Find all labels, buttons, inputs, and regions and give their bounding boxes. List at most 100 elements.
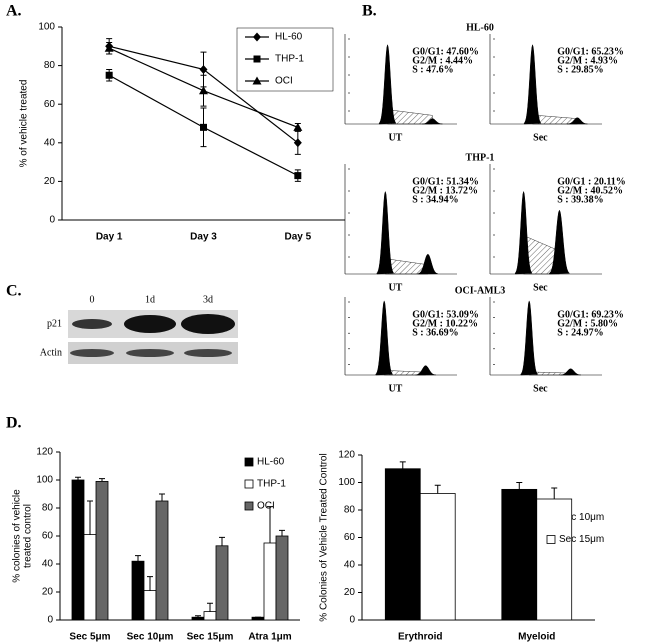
panel-label: A.	[6, 3, 22, 20]
y-tick-label: 20	[344, 587, 356, 598]
x-tick-label: Day 3	[190, 232, 217, 243]
bar	[203, 611, 217, 621]
marker	[199, 64, 208, 74]
panel-label: C.	[6, 283, 22, 300]
error-bar	[279, 529, 285, 536]
y-tick-label: 100	[38, 22, 55, 33]
flow-peak	[415, 365, 436, 376]
error-bar	[267, 506, 273, 543]
flow-stat: S : 36.69%	[412, 327, 458, 338]
marker	[253, 55, 261, 63]
x-tick-label: Myeloid	[518, 632, 555, 643]
y-tick-label: 20	[42, 587, 54, 598]
y-tick-label: 0	[349, 615, 355, 626]
error-bar	[399, 461, 406, 469]
lane-label: 3d	[203, 294, 213, 305]
y-tick-label: 100	[36, 475, 53, 486]
error-bar	[434, 484, 441, 494]
marker	[294, 172, 302, 180]
legend-label: HL-60	[275, 32, 303, 43]
y-tick-label: 40	[42, 559, 54, 570]
flow-stat: S : 24.97%	[557, 327, 603, 338]
blot-band	[181, 314, 235, 334]
legend-label: THP-1	[257, 479, 286, 490]
marker	[200, 123, 207, 131]
bar	[143, 590, 157, 621]
flow-stat: S : 29.85%	[557, 64, 603, 75]
flow-peak	[375, 300, 394, 376]
flow-title: OCI-AML3	[455, 285, 506, 296]
bar	[263, 542, 277, 621]
marker	[253, 32, 261, 42]
flow-peak	[514, 190, 533, 275]
lane-label: 0	[90, 294, 95, 305]
y-tick-label: 60	[42, 531, 54, 542]
y-axis-label: % colonies of vehicle	[12, 489, 23, 583]
x-tick-label: Erythroid	[398, 632, 442, 643]
flow-peak	[422, 118, 443, 125]
bar	[95, 480, 109, 621]
blot-band	[124, 315, 176, 333]
legend-swatch	[546, 535, 556, 544]
flow-condition: UT	[388, 282, 402, 293]
flow-stat: S : 47.6%	[412, 64, 453, 75]
x-tick-label: Sec 10μm	[127, 632, 174, 643]
y-tick-label: 20	[44, 176, 56, 187]
y-tick-label: 80	[42, 503, 54, 514]
flow-peak	[523, 43, 542, 125]
y-tick-label: 120	[36, 447, 53, 458]
marker	[293, 138, 302, 148]
blot-band	[184, 349, 232, 357]
y-axis-label: % Colonies of Vehicle Treated Control	[319, 453, 330, 621]
flow-stat: S : 39.38%	[557, 194, 603, 205]
panel-label: D.	[6, 415, 22, 432]
y-axis-label: treated control	[23, 504, 34, 568]
bar	[275, 535, 289, 621]
bar	[71, 479, 85, 621]
y-tick-label: 100	[338, 477, 355, 488]
error-bar	[75, 476, 81, 480]
bar	[191, 616, 205, 621]
flow-condition: Sec	[533, 132, 548, 143]
legend-label: Sec 15μm	[559, 534, 604, 545]
legend-swatch	[244, 479, 254, 489]
x-tick-label: Atra 1μm	[248, 632, 291, 643]
flow-stat: G0/G1: 51.34%	[412, 176, 479, 187]
protein-label: p21	[47, 318, 62, 329]
bar	[155, 500, 169, 621]
flow-stat: G0/G1: 69.23%	[557, 309, 624, 320]
y-tick-label: 0	[49, 215, 55, 226]
bar	[215, 545, 229, 621]
bar	[83, 534, 97, 621]
flow-stat: G2/M : 4.44%	[412, 55, 473, 66]
flow-stat: S : 34.94%	[412, 194, 458, 205]
error-bar	[135, 555, 141, 562]
x-tick-label: Sec 5μm	[69, 632, 110, 643]
error-bar	[99, 478, 105, 482]
flow-stat: G2/M : 13.72%	[412, 185, 478, 196]
flow-stat: G2/M : 4.93%	[557, 55, 618, 66]
flow-title: HL-60	[466, 22, 494, 33]
bar	[419, 493, 456, 621]
bar	[501, 488, 538, 621]
flow-peak	[560, 368, 581, 376]
flow-condition: Sec	[533, 282, 548, 293]
legend-label: OCI	[275, 76, 293, 87]
x-tick-label: Sec 15μm	[187, 632, 234, 643]
blot-band	[126, 349, 174, 357]
legend-swatch	[244, 501, 254, 511]
y-tick-label: 60	[344, 532, 356, 543]
flow-peak	[376, 190, 395, 275]
flow-stat: G2/M : 10.22%	[412, 318, 478, 329]
legend-swatch	[244, 457, 254, 467]
legend-label: THP-1	[275, 54, 304, 65]
error-bar	[516, 482, 523, 490]
flow-stat: G0/G1: 65.23%	[557, 46, 624, 57]
flow-condition: UT	[388, 132, 402, 143]
legend-box	[236, 27, 334, 92]
blot-band	[72, 319, 112, 329]
error-bar	[207, 602, 213, 612]
error-bar	[87, 500, 93, 535]
panel-label: B.	[362, 3, 377, 20]
